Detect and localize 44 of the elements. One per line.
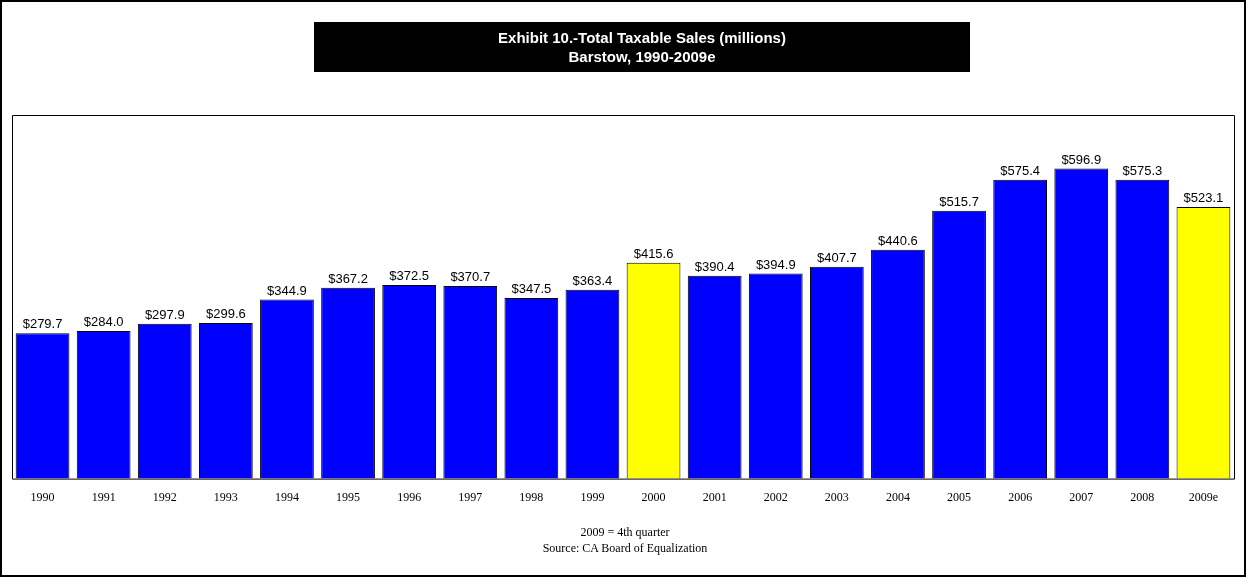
data-label: $367.2 [328, 270, 368, 286]
x-tick-label: 2006 [1008, 489, 1033, 504]
x-tick-label: 1994 [274, 489, 299, 504]
x-tick-label: 2001 [702, 489, 727, 504]
x-tick-label: 2000 [641, 489, 666, 504]
x-tick-label: 1999 [580, 489, 605, 504]
data-label: $363.4 [572, 272, 613, 288]
chart-subtitle: Barstow, 1990-2009e [567, 47, 717, 66]
source-note: Source: CA Board of Equalization [541, 540, 709, 556]
x-tick-label: 1997 [458, 489, 483, 504]
data-label: $596.9 [1061, 151, 1102, 167]
x-tick-label: 1995 [336, 489, 361, 504]
x-tick-label: 2002 [763, 489, 788, 504]
x-tick-label: 1998 [519, 489, 544, 504]
data-label: $415.6 [633, 245, 674, 261]
x-tick-label: 1991 [91, 489, 116, 504]
x-tick-label: 1993 [213, 489, 238, 504]
data-label: $407.7 [816, 249, 857, 265]
data-label: $279.7 [22, 316, 63, 332]
data-label: $394.9 [755, 256, 796, 272]
data-label: $575.4 [1000, 162, 1041, 178]
x-tick-label: 1992 [152, 489, 177, 504]
data-label: $297.9 [144, 306, 185, 322]
data-label: $299.6 [205, 306, 246, 322]
data-label: $344.9 [267, 282, 307, 298]
x-tick-label: 1996 [397, 489, 422, 504]
x-tick-label: 2009e [1188, 489, 1219, 504]
x-tick-label: 2008 [1130, 489, 1155, 504]
data-label: $370.7 [450, 269, 491, 285]
x-tick-label: 2003 [824, 489, 849, 504]
chart-title: Exhibit 10.-Total Taxable Sales (millions) [497, 28, 787, 47]
x-tick-label: 1990 [30, 489, 55, 504]
data-label: $284.0 [83, 314, 124, 330]
text: 2009 = 4th quarter [579, 524, 671, 540]
data-label: $575.3 [1122, 162, 1163, 178]
x-tick-label: 2007 [1069, 489, 1094, 504]
data-label: $440.6 [878, 232, 918, 248]
data-label: $523.1 [1183, 189, 1224, 205]
x-tick-label: 2004 [885, 489, 910, 504]
data-label: $372.5 [389, 268, 430, 284]
data-label: $390.4 [694, 258, 735, 274]
data-label: $515.7 [939, 193, 979, 209]
data-label: $347.5 [511, 281, 552, 297]
x-tick-label: 2005 [947, 489, 972, 504]
